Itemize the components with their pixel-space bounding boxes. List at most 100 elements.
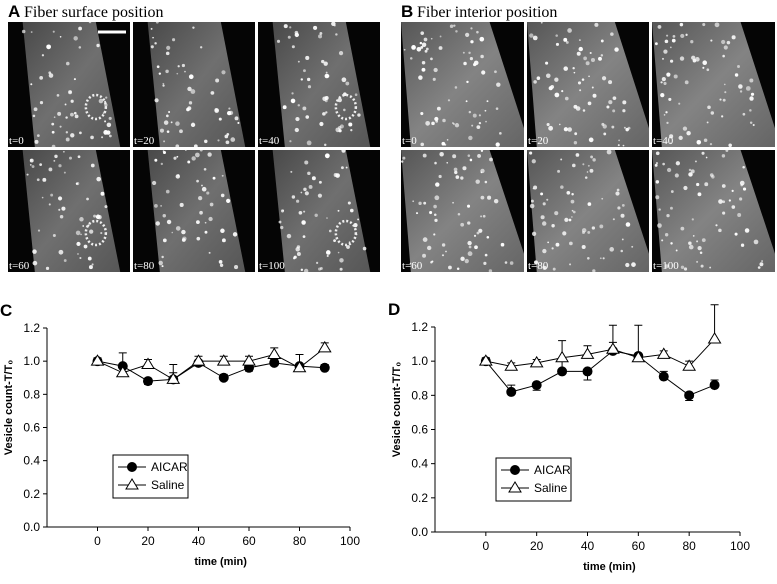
fiber-spot [449, 24, 454, 29]
fiber-spot [554, 92, 560, 98]
fiber-spot [294, 30, 299, 35]
fiber-spot [51, 130, 55, 134]
fiber-spot [186, 107, 190, 112]
fiber-spot [721, 39, 726, 45]
marker [478, 354, 493, 366]
fiber-spot [87, 256, 92, 261]
fiber-spot [165, 69, 169, 74]
fiber-spot [441, 254, 445, 257]
fiber-spot [571, 192, 574, 196]
fiber-spot [690, 169, 695, 174]
fiber-spot [301, 220, 306, 225]
fiber-spot [37, 229, 41, 232]
fiber-spot [57, 111, 62, 116]
fiber-spot [590, 155, 593, 159]
fiber-spot [728, 199, 731, 202]
fiber-spot [300, 191, 303, 194]
fiber-spot [179, 129, 183, 134]
fiber-spot [691, 55, 696, 60]
fiber-spot [199, 150, 203, 152]
fiber-spot [457, 212, 461, 216]
fiber-spot [438, 174, 442, 179]
fiber-spot [338, 51, 344, 56]
fiber [652, 150, 775, 272]
fiber-spot [701, 238, 706, 243]
fiber-spot [434, 116, 439, 122]
fiber-spot [41, 196, 44, 199]
fiber-spot [612, 109, 616, 113]
fiber-spot [65, 131, 69, 134]
fiber-spot [480, 150, 484, 152]
fiber-spot [58, 208, 61, 211]
fiber-spot [749, 78, 754, 83]
fiber-spot [230, 137, 236, 142]
fiber-spot [678, 102, 681, 105]
fiber-spot [600, 54, 604, 57]
fiber-spot [622, 100, 627, 105]
fiber-spot [582, 109, 586, 112]
fiber-spot [588, 75, 590, 78]
fiber-spot [70, 133, 75, 138]
ring-structure [334, 219, 358, 247]
fiber-spot [548, 125, 554, 131]
fiber-spot [297, 104, 301, 107]
fiber-spot [345, 166, 348, 169]
fiber-spot [337, 251, 340, 254]
fiber-spot [614, 47, 619, 52]
fiber-spot [697, 192, 702, 197]
fiber-spot [749, 96, 754, 101]
fiber-spot [707, 105, 711, 110]
fiber-spot [349, 208, 354, 213]
fiber-spot [686, 131, 691, 136]
fiber-spot [433, 204, 437, 209]
y-axis-label: Vesicle count-T/T₀ [391, 362, 403, 457]
fiber-spot [357, 218, 360, 221]
fiber-spot [325, 250, 331, 255]
fiber-spot [319, 31, 323, 35]
fiber-spot [57, 196, 63, 201]
fiber-spot [30, 159, 32, 161]
fiber-spot [357, 113, 361, 117]
fiber-spot [341, 77, 347, 83]
fiber-spot [166, 45, 171, 50]
fiber-spot [480, 171, 483, 174]
fiber-spot [289, 26, 292, 29]
fiber-spot [409, 262, 412, 265]
fiber-spot [326, 254, 329, 257]
fiber-spot [592, 158, 596, 162]
fiber-spot [529, 203, 535, 209]
frame-label: t=0 [402, 135, 417, 147]
fiber-spot [420, 31, 425, 35]
marker [90, 354, 105, 366]
fiber-spot [654, 42, 658, 46]
fiber-spot [438, 46, 443, 50]
y-tick-label: 0.8 [23, 387, 40, 401]
fiber-spot [322, 112, 326, 116]
marker [267, 347, 282, 360]
panel-letter: A [8, 2, 20, 21]
fiber-spot [669, 134, 674, 139]
fiber-spot [166, 219, 172, 225]
fiber-spot [418, 75, 423, 80]
fiber-spot [348, 122, 353, 127]
fiber-spot [671, 38, 676, 43]
frame-label: t=40 [259, 135, 280, 147]
fiber-spot [187, 86, 192, 92]
fiber-spot [433, 213, 437, 217]
fiber-spot [739, 90, 743, 93]
fiber-spot [425, 120, 430, 126]
fiber-spot [620, 213, 625, 218]
fiber-spot [221, 70, 226, 75]
fiber-spot [609, 247, 615, 252]
fiber-spot [670, 242, 673, 245]
fiber-spot [569, 263, 572, 266]
fiber-spot [196, 236, 201, 241]
fiber-spot [154, 42, 157, 45]
fiber-spot [150, 45, 154, 49]
fiber-spot [402, 156, 406, 160]
fiber-spot [699, 251, 703, 254]
fiber-spot [204, 139, 208, 144]
fiber-spot [467, 221, 471, 225]
fiber-spot [665, 111, 668, 114]
fiber-spot [568, 218, 572, 222]
